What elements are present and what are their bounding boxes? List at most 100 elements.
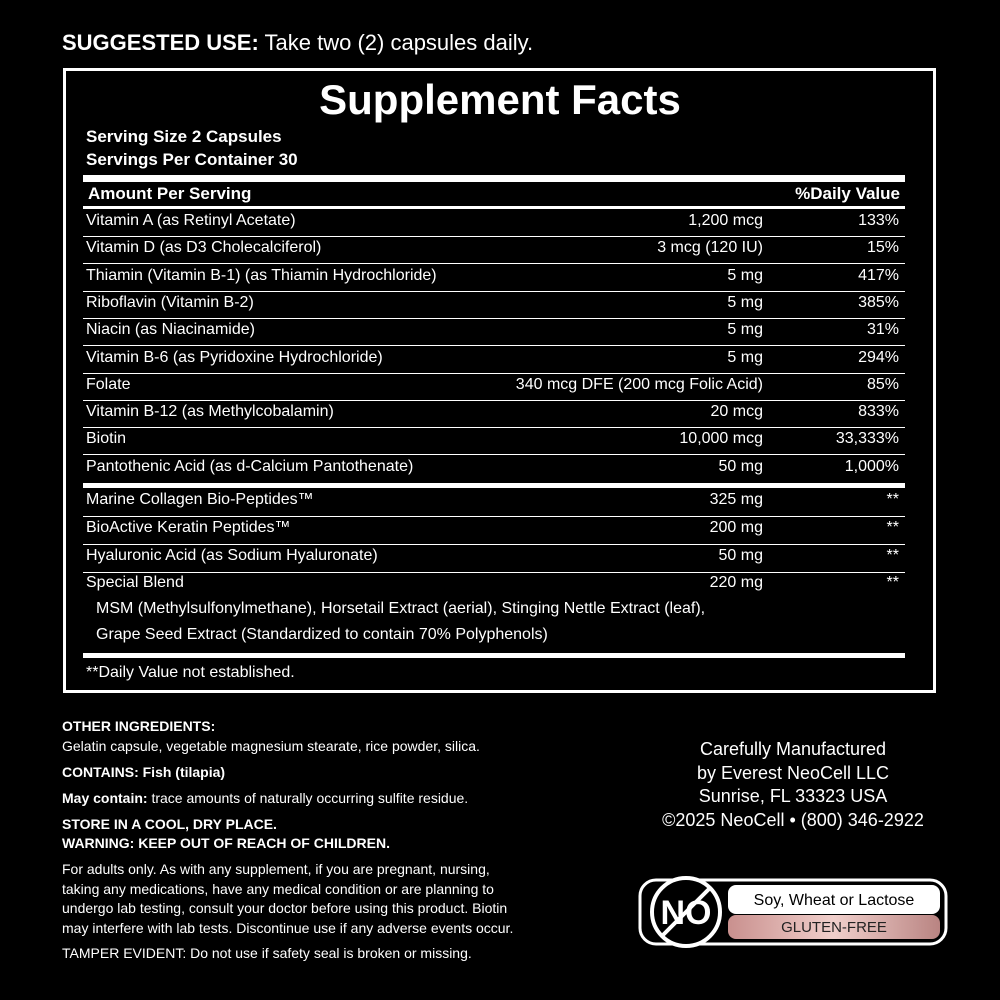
badge-bottom	[728, 915, 940, 939]
nutrient-name: Folate	[86, 375, 131, 393]
nutrient-dv: **	[886, 546, 899, 564]
serving-size: Serving Size 2 Capsules	[86, 127, 282, 146]
nutrient-dv: **	[886, 491, 899, 508]
info-label: OTHER INGREDIENTS:	[62, 718, 216, 734]
info-line: may interfere with lab tests. Discontinu…	[62, 920, 513, 936]
blend-line: MSM (Methylsulfonylmethane), Horsetail E…	[96, 600, 706, 617]
manufacturer-line: Carefully Manufactured	[699, 739, 887, 759]
rule	[83, 290, 905, 292]
nutrient-dv: 1,000%	[844, 457, 899, 475]
rule	[83, 543, 905, 545]
info-line: For adults only. As with any supplement,…	[62, 861, 490, 877]
rule	[83, 427, 905, 429]
nutrient-dv: 15%	[866, 239, 899, 257]
nutrient-dv: 33,333%	[835, 430, 899, 448]
nutrient-name: Vitamin D (as D3 Cholecalciferol)	[86, 239, 322, 257]
rule	[83, 345, 905, 347]
manufacturer-line: ©2025 NeoCell • (800) 346-2922	[662, 810, 924, 831]
suggested-use-text: Take two (2) capsules daily.	[264, 30, 534, 55]
nutrient-name: Thiamin (Vitamin B-1) (as Thiamin Hydroc…	[86, 266, 437, 284]
info-text: Gelatin capsule, vegetable magnesium ste…	[62, 738, 480, 754]
nutrient-name: Riboflavin (Vitamin B-2)	[86, 293, 254, 311]
info-line: undergo lab testing, consult your doctor…	[62, 900, 507, 916]
thick-rule	[83, 175, 905, 182]
footnote: **Daily Value not established.	[86, 664, 295, 681]
rule	[83, 653, 905, 658]
nutrient-amount: 20 mcg	[710, 403, 763, 421]
facts-title: Supplement Facts	[319, 76, 681, 123]
rule	[83, 454, 905, 456]
allergens-text: Soy, Wheat or Lactose	[754, 892, 915, 909]
info-line: STORE IN A COOL, DRY PLACE.	[62, 816, 277, 832]
rule	[83, 263, 905, 265]
rule	[83, 236, 905, 237]
badge-top	[728, 885, 940, 914]
nutrient-name: Hyaluronic Acid (as Sodium Hyaluronate)	[86, 546, 378, 564]
nutrient-amount: 5 mg	[727, 348, 763, 366]
info-line: WARNING: KEEP OUT OF REACH OF CHILDREN.	[62, 835, 390, 851]
nutrient-name: Vitamin B-12 (as Methylcobalamin)	[86, 403, 334, 421]
info-text: TAMPER EVIDENT: Do not use if safety sea…	[62, 945, 472, 961]
nutrient-dv: **	[886, 518, 899, 536]
info-line: Gelatin capsule, vegetable magnesium ste…	[62, 738, 480, 754]
nutrient-name: Pantothenic Acid (as d-Calcium Pantothen…	[86, 457, 414, 475]
nutrient-amount: 220 mg	[709, 574, 763, 592]
info-label: STORE IN A COOL, DRY PLACE.	[62, 816, 277, 832]
nutrient-dv: 85%	[866, 375, 899, 393]
nutrient-amount: 5 mg	[727, 321, 763, 339]
nutrient-amount: 10,000 mcg	[679, 430, 763, 448]
nutrient-name: Niacin (as Niacinamide)	[86, 321, 255, 339]
info-label: WARNING: KEEP OUT OF REACH OF CHILDREN.	[62, 835, 390, 851]
header-dv: %Daily Value	[795, 184, 900, 203]
nutrient-name: Vitamin B-6 (as Pyridoxine Hydrochloride…	[86, 348, 383, 366]
nutrient-dv: 294%	[858, 348, 899, 366]
rule	[83, 206, 905, 209]
rule	[83, 571, 905, 573]
nutrient-amount: 200 mg	[709, 518, 763, 536]
nutrient-name: Special Blend	[86, 574, 184, 592]
info-label: May contain:	[62, 790, 148, 806]
rule	[83, 372, 905, 374]
rule	[83, 399, 905, 401]
rule	[83, 516, 905, 517]
rule	[83, 317, 905, 319]
info-line: taking any medications, have any medical…	[62, 881, 494, 897]
nutrient-amount: 50 mg	[718, 457, 763, 475]
no-slash	[660, 886, 712, 938]
info-text: may interfere with lab tests. Discontinu…	[62, 920, 514, 936]
nutrient-dv: **	[886, 574, 899, 592]
suggested-use: SUGGESTED USE: Take two (2) capsules dai…	[62, 30, 533, 56]
nutrient-dv: 133%	[858, 212, 899, 229]
manufacturer-line: by Everest NeoCell LLC	[696, 762, 890, 783]
blend-line: Grape Seed Extract (Standardized to cont…	[96, 626, 548, 643]
info-label: CONTAINS: Fish (tilapia)	[62, 764, 226, 780]
info-text: trace amounts of naturally occurring sul…	[147, 790, 469, 806]
info-text: undergo lab testing, consult your doctor…	[62, 900, 508, 916]
info-line: CONTAINS: Fish (tilapia)	[62, 764, 225, 780]
nutrient-dv: 385%	[858, 293, 899, 311]
rule	[83, 483, 905, 488]
nutrient-name: BioActive Keratin Peptides™	[86, 518, 291, 536]
nutrient-amount: 50 mg	[718, 546, 763, 564]
info-line: May contain: trace amounts of naturally …	[62, 790, 468, 806]
nutrient-amount: 1,200 mcg	[688, 212, 763, 229]
nutrient-dv: 417%	[858, 266, 899, 284]
nutrient-amount: 340 mcg DFE (200 mcg Folic Acid)	[515, 375, 763, 393]
nutrient-name: Marine Collagen Bio-Peptides™	[86, 491, 314, 508]
suggested-use-label: SUGGESTED USE:	[62, 30, 259, 55]
nutrient-name: Biotin	[86, 430, 127, 448]
nutrient-amount: 3 mcg (120 IU)	[657, 239, 763, 257]
info-text: taking any medications, have any medical…	[62, 881, 494, 897]
nutrient-name: Vitamin A (as Retinyl Acetate)	[86, 212, 296, 229]
servings-per-container: Servings Per Container 30	[86, 150, 298, 169]
nutrient-amount: 5 mg	[727, 293, 763, 311]
nutrient-dv: 31%	[866, 321, 899, 339]
header-amount: Amount Per Serving	[88, 184, 252, 203]
manufacturer-line: Sunrise, FL 33323 USA	[698, 786, 888, 807]
info-line: TAMPER EVIDENT: Do not use if safety sea…	[62, 945, 472, 961]
badge: NO Soy, Wheat or Lactose GLUTEN-FREE	[638, 876, 948, 948]
gluten-text: GLUTEN-FREE	[781, 919, 887, 936]
info-text: For adults only. As with any supplement,…	[62, 861, 490, 877]
nutrient-dv: 833%	[858, 403, 899, 421]
